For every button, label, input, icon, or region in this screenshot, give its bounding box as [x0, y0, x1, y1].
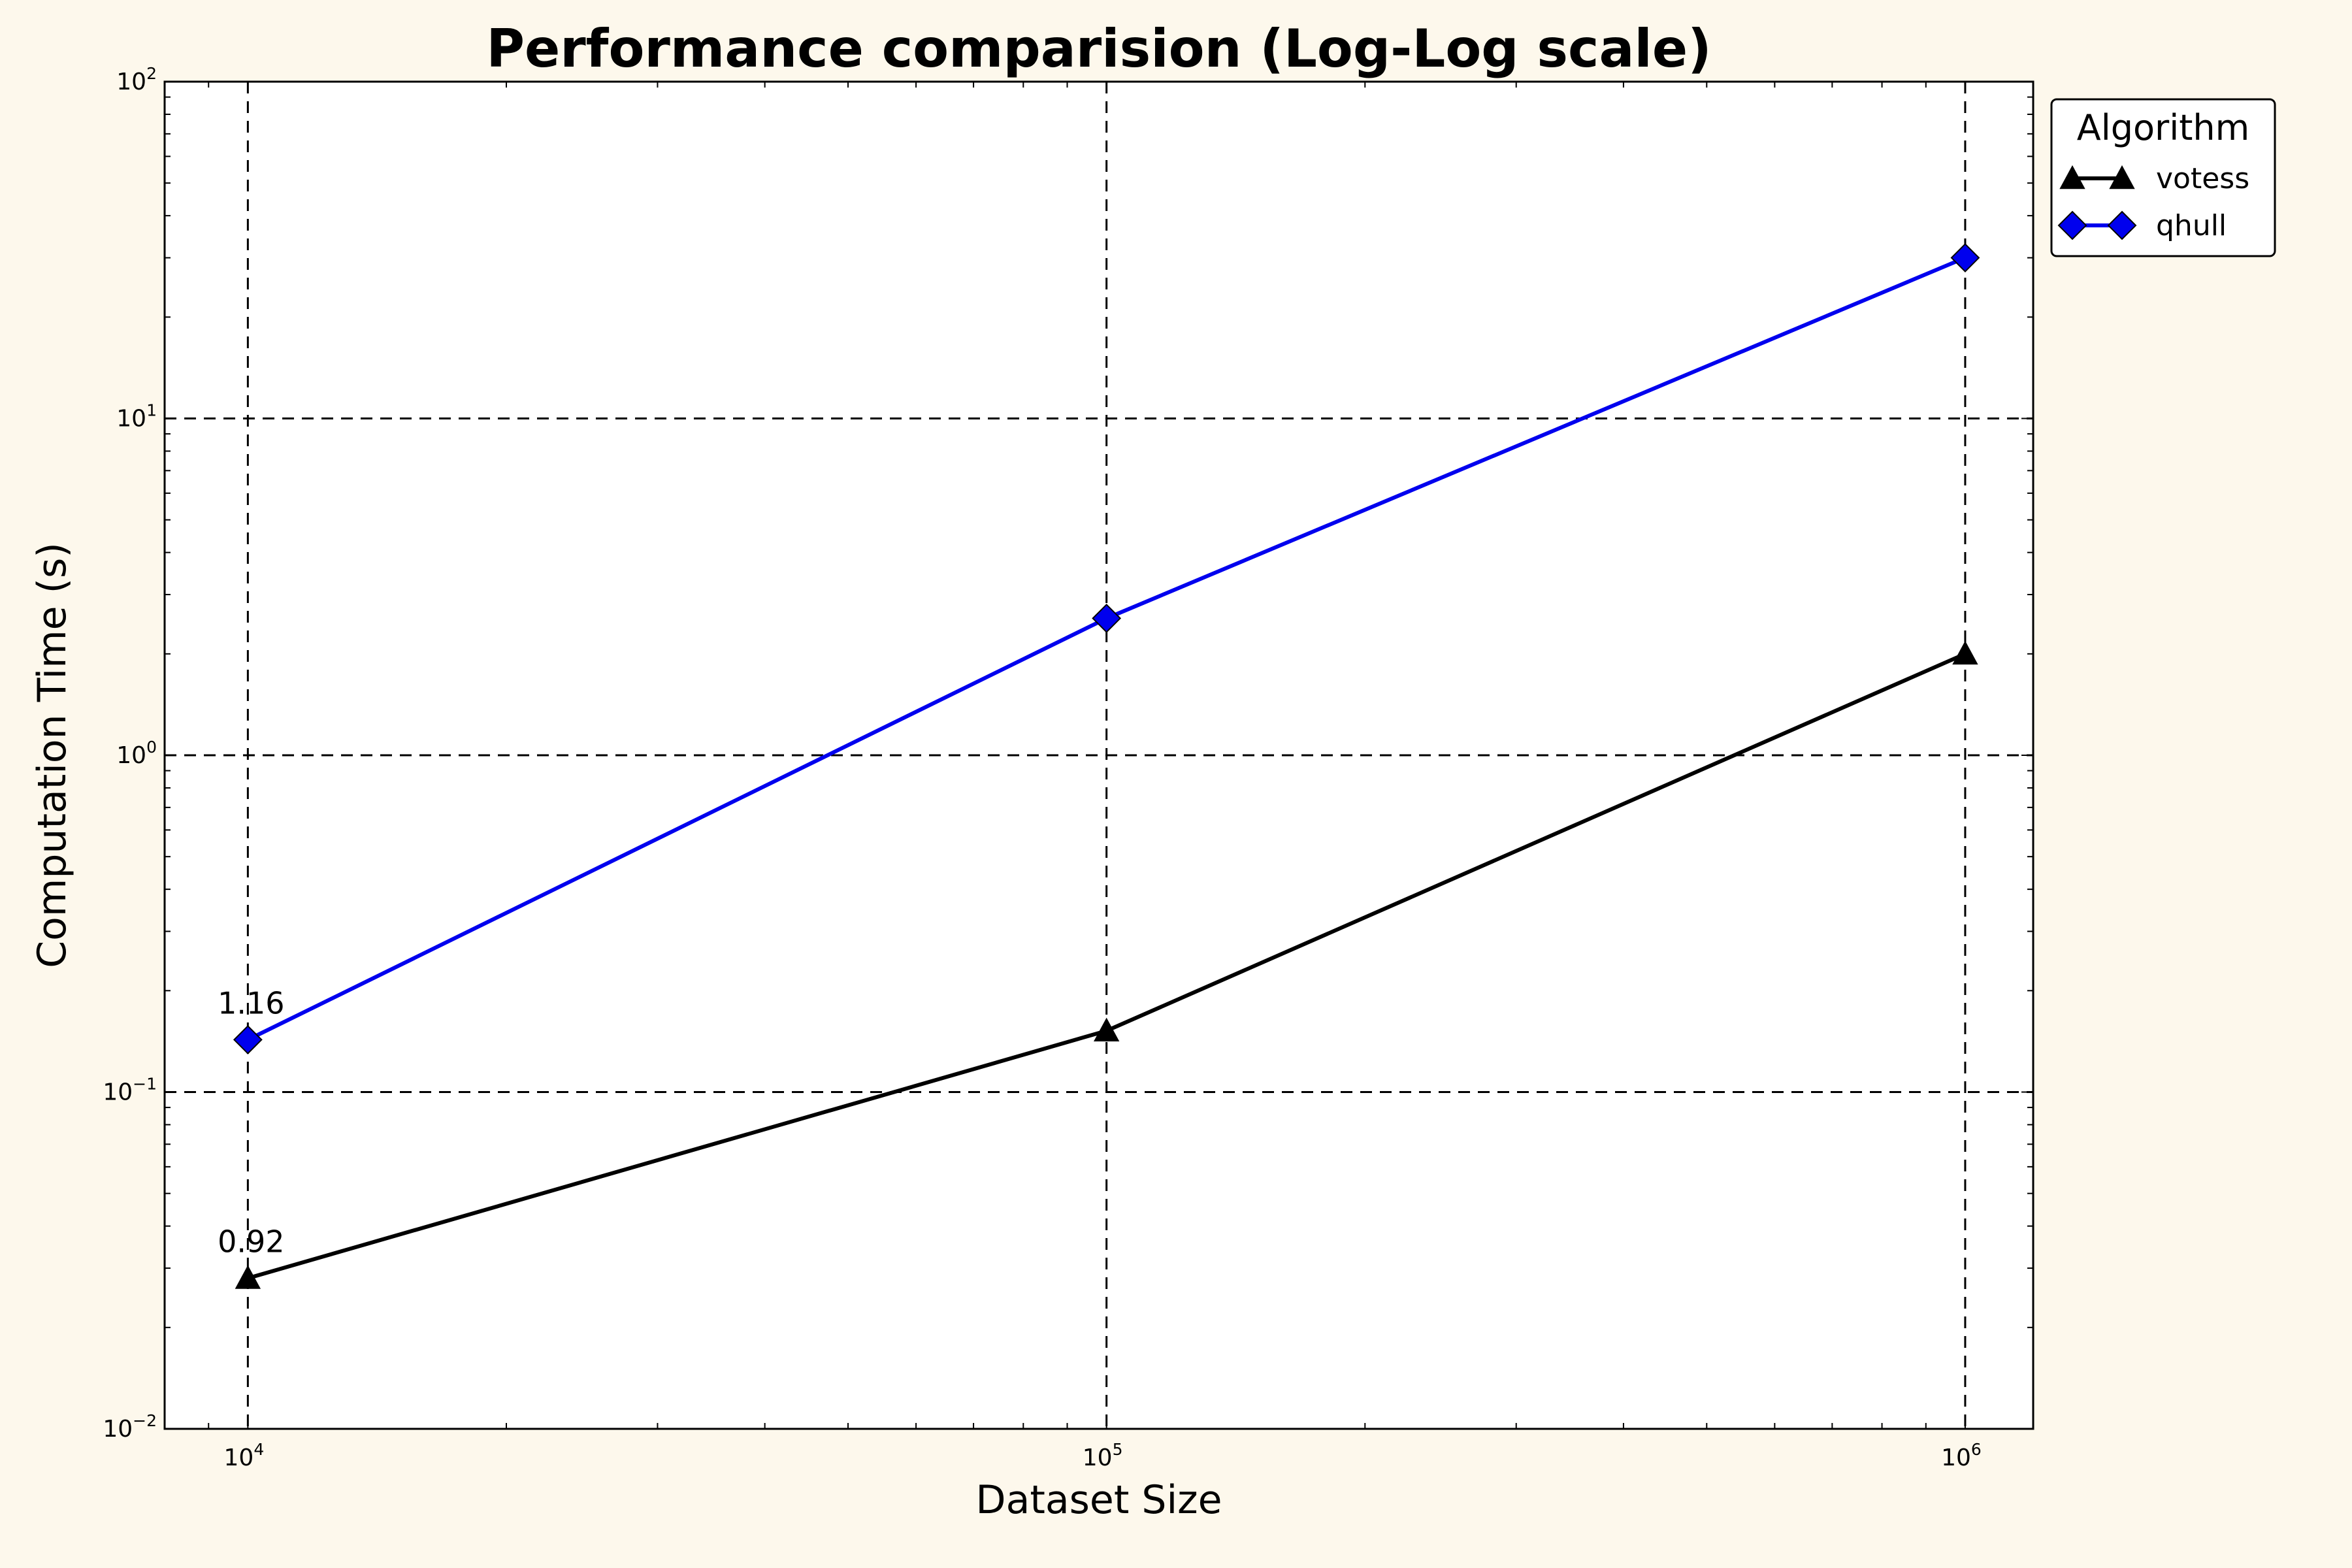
legend-marker-qhull [2107, 210, 2137, 240]
data-point-votess [1952, 640, 1978, 665]
legend-marker-votess [2109, 165, 2135, 189]
y-tick-label: 10−1 [103, 1075, 157, 1106]
y-axis-label: Computation Time (s) [29, 542, 75, 968]
y-tick-label: 100 [116, 738, 157, 769]
x-axis-label: Dataset Size [975, 1477, 1222, 1523]
y-tick-label: 10−2 [103, 1411, 157, 1443]
tick-labels: 104 105 106 10−2 10−1 100 101 102 [103, 64, 1981, 1471]
legend: Algorithm votess qhull [2050, 98, 2276, 257]
y-tick-label: 102 [116, 64, 157, 95]
x-tick-label: 104 [224, 1440, 265, 1471]
data-point-qhull [1950, 243, 1980, 272]
data-point-votess [1093, 1017, 1120, 1042]
annotation-votess: 0.92 [218, 1224, 284, 1259]
legend-marker-qhull [2057, 210, 2087, 240]
plot-frame [163, 80, 2034, 1430]
annotations: 1.16 0.92 [218, 985, 284, 1259]
annotation-qhull: 1.16 [218, 985, 284, 1021]
data-point-qhull [233, 1025, 263, 1054]
legend-title: Algorithm [2077, 107, 2249, 148]
legend-label-votess: votess [2156, 162, 2249, 195]
data-point-qhull [1092, 604, 1122, 633]
x-tick-label: 105 [1083, 1440, 1123, 1471]
x-tick-label: 106 [1941, 1440, 1982, 1471]
data-point-votess [235, 1265, 261, 1289]
grid-layer [165, 82, 2033, 1429]
legend-box [2050, 98, 2276, 257]
series-layer [233, 243, 1980, 1289]
legend-marker-votess [2059, 165, 2085, 189]
chart-title: Performance comparision (Log-Log scale) [486, 18, 1711, 79]
y-tick-label: 101 [116, 401, 157, 433]
legend-entries: votess qhull [2057, 162, 2249, 242]
legend-label-qhull: qhull [2156, 209, 2227, 242]
